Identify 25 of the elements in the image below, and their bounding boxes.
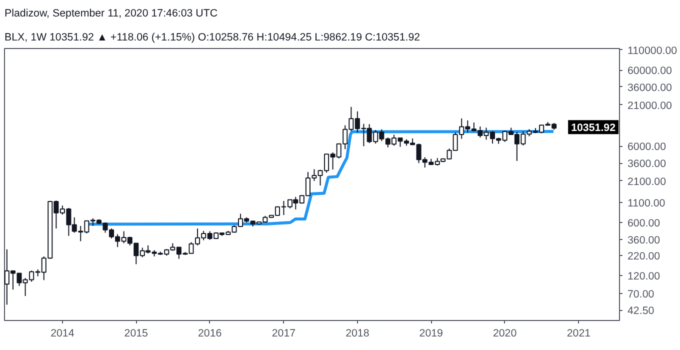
x-tick-label: 2016 [198, 328, 222, 340]
y-tick-label: 360.00 [628, 234, 660, 246]
x-tick-label: 2019 [419, 328, 444, 340]
x-tick-label: 2020 [492, 328, 517, 340]
y-tick-label: 220.00 [628, 250, 660, 263]
y-tick-label: 600.00 [628, 217, 660, 230]
x-tick-label: 2015 [124, 328, 148, 340]
y-tick-label: 60000.00 [628, 65, 672, 78]
x-tick-label: 2021 [566, 328, 591, 340]
y-tick-label: 110000.00 [628, 44, 678, 57]
x-tick-label: 2017 [272, 328, 296, 340]
y-tick-label: 42.50 [628, 305, 654, 318]
y-tick-label: 120.00 [628, 270, 660, 283]
y-tick-label: 3600.00 [628, 158, 666, 170]
y-tick-label: 1100.00 [628, 197, 666, 210]
text: Pladizow, September 11, 2020 17:46:03 UTC [4, 8, 218, 20]
x-tick-label: 2018 [346, 328, 370, 340]
x-tick-label: 2014 [50, 328, 74, 340]
y-tick-label: 2100.00 [628, 176, 666, 188]
y-tick-label: 21000.00 [628, 100, 672, 112]
text: BLX, 1W 10351.92 ▲ +118.06 (+1.15%) O:10258.76 H:10494.25 L:9862.19 C:10351.92 [4, 32, 420, 44]
y-tick-label: 6000.00 [628, 141, 666, 154]
annotation: 10351.92 [571, 122, 616, 134]
y-tick-label: 70.00 [628, 288, 654, 301]
y-tick-label: 36000.00 [628, 82, 672, 94]
